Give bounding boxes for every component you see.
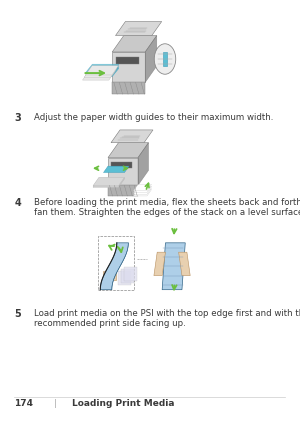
Polygon shape — [179, 252, 190, 276]
Polygon shape — [108, 143, 148, 158]
Text: |: | — [54, 399, 57, 408]
Polygon shape — [103, 166, 129, 173]
Polygon shape — [93, 178, 124, 187]
Polygon shape — [112, 82, 145, 94]
Text: Load print media on the PSI with the top edge first and with the
recommended pri: Load print media on the PSI with the top… — [34, 309, 300, 328]
Polygon shape — [108, 158, 138, 185]
Polygon shape — [103, 271, 116, 280]
Polygon shape — [134, 184, 152, 191]
Polygon shape — [116, 57, 139, 63]
Polygon shape — [112, 52, 145, 82]
Polygon shape — [108, 185, 138, 196]
Polygon shape — [134, 188, 152, 194]
Text: 4: 4 — [14, 198, 21, 208]
Text: 5: 5 — [14, 309, 21, 319]
Polygon shape — [134, 190, 152, 196]
Polygon shape — [121, 269, 134, 283]
Polygon shape — [111, 130, 153, 143]
Circle shape — [154, 44, 176, 74]
Polygon shape — [86, 68, 119, 77]
Polygon shape — [112, 36, 157, 52]
Text: Loading Print Media: Loading Print Media — [72, 399, 175, 408]
Polygon shape — [86, 66, 119, 74]
Polygon shape — [134, 186, 152, 193]
Text: Adjust the paper width guides to their maximum width.: Adjust the paper width guides to their m… — [34, 113, 274, 122]
Polygon shape — [93, 177, 124, 186]
Polygon shape — [84, 68, 117, 78]
Text: 3: 3 — [14, 113, 21, 123]
Text: 174: 174 — [14, 399, 33, 408]
Polygon shape — [85, 66, 118, 75]
FancyBboxPatch shape — [163, 52, 167, 66]
Polygon shape — [86, 67, 119, 75]
Polygon shape — [93, 179, 124, 187]
Polygon shape — [162, 243, 185, 290]
Polygon shape — [86, 64, 119, 72]
Polygon shape — [118, 271, 131, 285]
Polygon shape — [116, 21, 162, 36]
Polygon shape — [154, 252, 166, 276]
Polygon shape — [82, 71, 116, 80]
Polygon shape — [111, 162, 132, 168]
Polygon shape — [145, 36, 157, 82]
Polygon shape — [100, 243, 128, 290]
Text: Before loading the print media, flex the sheets back and forth, and then
fan the: Before loading the print media, flex the… — [34, 198, 300, 218]
Polygon shape — [124, 267, 137, 281]
Polygon shape — [138, 143, 148, 185]
